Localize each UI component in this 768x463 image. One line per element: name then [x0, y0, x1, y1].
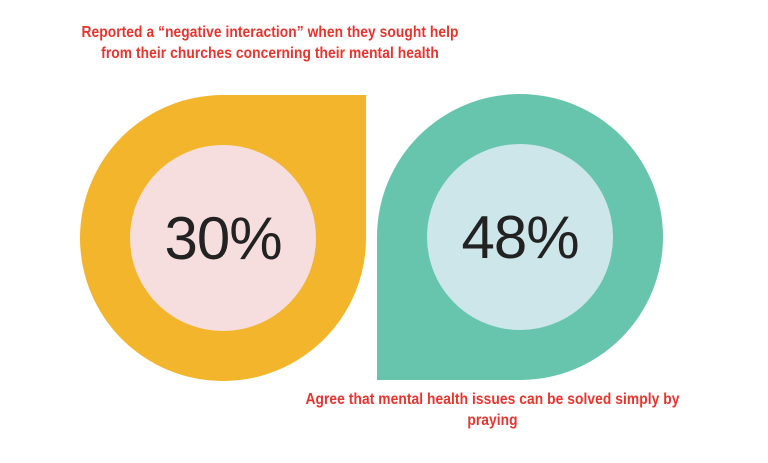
stat-value-30: 30%	[164, 204, 282, 272]
stat-teardrop-48: 48%	[377, 94, 663, 380]
caption-negative-interaction: Reported a “negative interaction” when t…	[81, 24, 459, 62]
stat-teardrop-30: 30%	[80, 95, 366, 381]
stat-inner-circle-48: 48%	[427, 144, 613, 330]
stat-inner-circle-30: 30%	[130, 145, 316, 331]
caption-solved-by-praying: Agree that mental health issues can be s…	[305, 391, 680, 429]
stat-value-48: 48%	[461, 203, 579, 271]
